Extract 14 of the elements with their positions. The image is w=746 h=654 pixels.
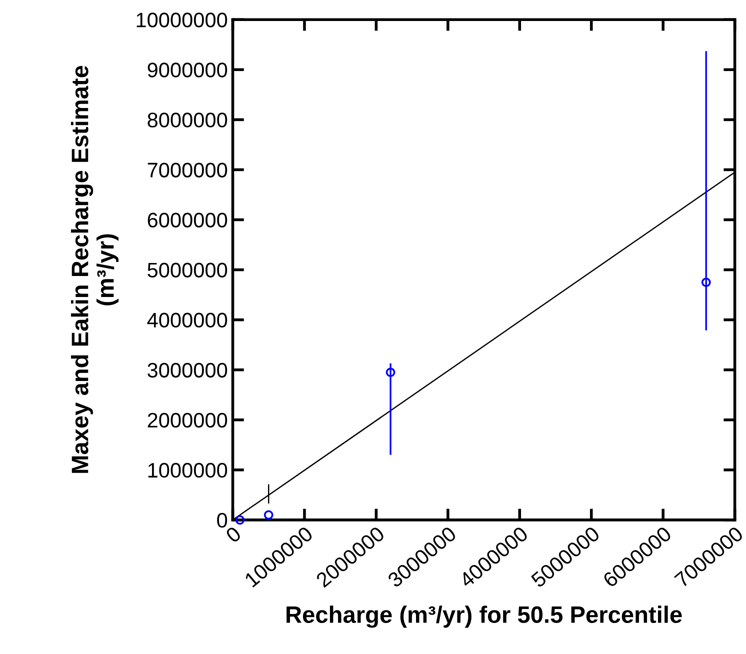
x-axis-title: Recharge (m³/yr) for 50.5 Percentile	[286, 606, 682, 628]
y-tick-label: 7000000	[148, 162, 228, 178]
x-tick-label: 0	[224, 526, 242, 544]
y-tick-label: 6000000	[148, 212, 228, 228]
y-tick-label: 0	[217, 512, 228, 528]
y-axis-title: Maxey and Eakin Recharge Estimate (m³/yr)	[70, 66, 119, 473]
y-tick-label: 5000000	[148, 262, 228, 278]
y-tick-label: 4000000	[147, 312, 228, 328]
y-tick-label: 3000000	[148, 362, 228, 378]
y-tick-label: 2000000	[148, 412, 228, 428]
y-tick-label: 9000000	[148, 62, 228, 78]
y-tick-label: 8000000	[148, 112, 228, 128]
y-tick-label: 10000000	[136, 12, 228, 28]
y-tick-label: 1000000	[148, 462, 228, 478]
